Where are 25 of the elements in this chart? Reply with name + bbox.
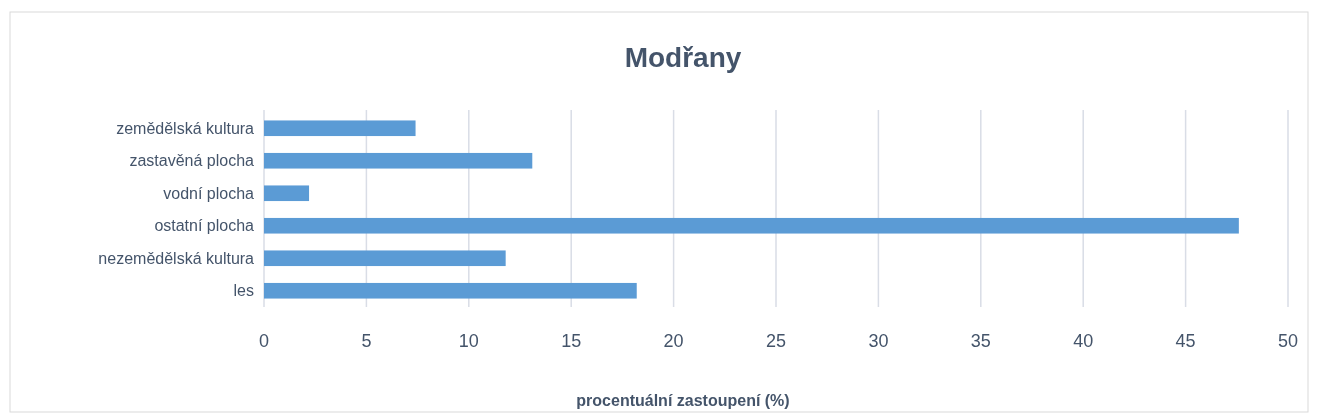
bar (264, 217, 1239, 234)
bar (264, 152, 533, 169)
x-tick-label: 45 (1175, 331, 1196, 351)
chart-title: Modřany (624, 42, 742, 73)
y-tick-label: vodní plocha (163, 184, 255, 202)
x-tick-label: 40 (1073, 331, 1094, 351)
x-tick-label: 15 (561, 331, 582, 351)
x-tick-label: 25 (765, 331, 787, 351)
x-tick-label: 35 (970, 331, 991, 351)
bar (264, 120, 416, 137)
bar (264, 185, 310, 202)
y-tick-label: nezemědělská kultura (98, 249, 255, 267)
x-tick-label: 0 (258, 331, 270, 351)
x-tick-label: 20 (663, 331, 684, 351)
x-tick-label: 30 (868, 331, 889, 351)
bar (264, 250, 506, 267)
bar (264, 282, 637, 299)
y-tick-label: les (233, 282, 254, 300)
y-tick-label: ostatní plocha (154, 217, 255, 235)
x-tick-label: 50 (1277, 331, 1299, 351)
y-tick-label: zemědělská kultura (116, 119, 255, 137)
x-tick-label: 10 (458, 331, 479, 351)
x-axis-title: procentuální zastoupení (%) (576, 392, 790, 409)
y-tick-label: zastavěná plocha (129, 152, 255, 170)
x-tick-label: 5 (361, 331, 372, 351)
